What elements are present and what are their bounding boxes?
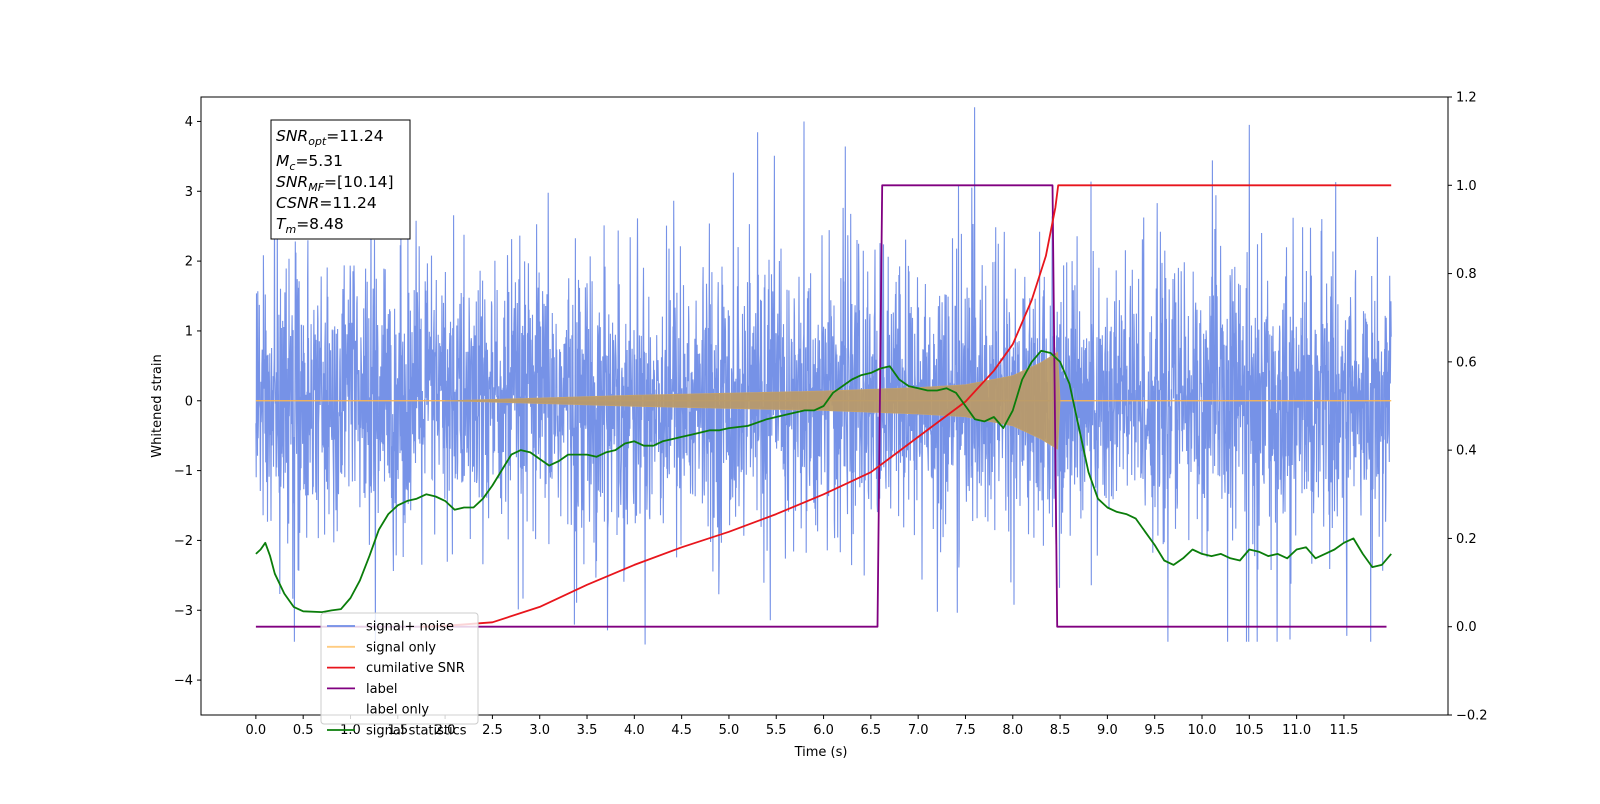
x-tick-label: 0.0	[246, 723, 267, 738]
x-tick-label: 6.0	[813, 723, 834, 738]
x-tick-label: 3.5	[577, 723, 598, 738]
x-tick-label: 6.5	[861, 723, 882, 738]
series-label	[255, 184, 1387, 628]
series-signal-statistics	[255, 349, 1392, 613]
legend-entry-label: label	[366, 682, 397, 697]
x-tick-label: 9.0	[1097, 723, 1118, 738]
x-tick-label: 9.5	[1144, 723, 1165, 738]
annotation-csnr: CSNR=11.24	[276, 194, 377, 212]
x-tick-label: 11.5	[1329, 723, 1358, 738]
x-axis-label: Time (s)	[794, 745, 848, 760]
x-tick-label: 1.5	[387, 723, 408, 738]
legend-frame	[320, 612, 479, 725]
legend-entry-label: label only	[366, 703, 429, 718]
legend-entry-label: signal only	[366, 640, 436, 655]
y-axis-right: 1.2 1.0 0.8 0.6 0.4 0.2 0.0 −0.2	[1448, 91, 1488, 724]
y-tick-label: 2	[185, 255, 193, 270]
x-tick-label: 5.0	[719, 723, 740, 738]
x-tick-label: 3.0	[529, 723, 550, 738]
x-tick-label: 8.0	[1002, 723, 1023, 738]
y2-tick-label: 1.0	[1456, 179, 1477, 194]
x-tick-label: 7.0	[908, 723, 929, 738]
legend: signal+ noise signal only cumilative SNR la…	[320, 612, 479, 739]
y2-tick-label: 0.4	[1456, 444, 1477, 459]
y-axis-left: 4 3 2 1 0 −1 −2 −3 −4	[174, 115, 201, 689]
y-tick-label: 3	[185, 185, 193, 200]
y-tick-label: −3	[174, 604, 193, 619]
x-tick-label: 8.5	[1050, 723, 1071, 738]
annotation-frame	[270, 119, 411, 240]
y2-tick-label: −0.2	[1456, 709, 1488, 724]
y-tick-label: 0	[185, 394, 193, 409]
series-layer	[255, 107, 1392, 645]
x-tick-label: 2.5	[482, 723, 503, 738]
y-tick-label: 4	[185, 115, 193, 130]
y-tick-label: −1	[174, 464, 193, 479]
y-tick-label: −4	[174, 674, 193, 689]
x-tick-label: 4.5	[671, 723, 692, 738]
y2-tick-label: 0.0	[1456, 620, 1477, 635]
y2-tick-label: 0.8	[1456, 267, 1477, 282]
legend-entry-label: signal+ noise	[366, 620, 454, 635]
plot-frame	[200, 96, 1449, 716]
series-signal-only	[445, 351, 1061, 450]
x-tick-label: 0.5	[293, 723, 314, 738]
y-tick-label: 1	[185, 324, 193, 339]
x-tick-label: 10.0	[1188, 723, 1217, 738]
x-tick-label: 11.0	[1282, 723, 1311, 738]
y-axis-label: Whitened strain	[150, 354, 165, 457]
y2-tick-label: 0.2	[1456, 532, 1477, 547]
x-tick-label: 7.5	[955, 723, 976, 738]
y2-tick-label: 0.6	[1456, 355, 1477, 370]
x-axis: 0.0 0.5 1.0 1.5 2.0 2.5 3.0 3.5 4.0 4.5 5.0 5.5 6.0 6…	[246, 715, 1358, 738]
x-tick-label: 4.0	[624, 723, 645, 738]
annotation-mc: Mc=5.31	[276, 152, 343, 173]
y2-tick-label: 1.2	[1456, 91, 1477, 106]
y-tick-label: −2	[174, 534, 193, 549]
x-tick-label: 2.0	[435, 723, 456, 738]
series-cumulative-snr	[421, 184, 1392, 628]
legend-entry-label: signal statistics	[366, 724, 467, 739]
annotation-snr-opt: SNRopt=11.24	[276, 127, 384, 148]
x-tick-label: 5.5	[766, 723, 787, 738]
annotation-snr-mf: SNRMF=[10.14]	[276, 173, 394, 194]
legend-entry-label: cumilative SNR	[366, 661, 465, 676]
x-tick-label: 10.5	[1235, 723, 1264, 738]
annotation-tm: Tm=8.48	[276, 215, 344, 236]
annotation-box: SNRopt=11.24 Mc=5.31 SNRMF=[10.14] CSNR=…	[270, 119, 411, 240]
